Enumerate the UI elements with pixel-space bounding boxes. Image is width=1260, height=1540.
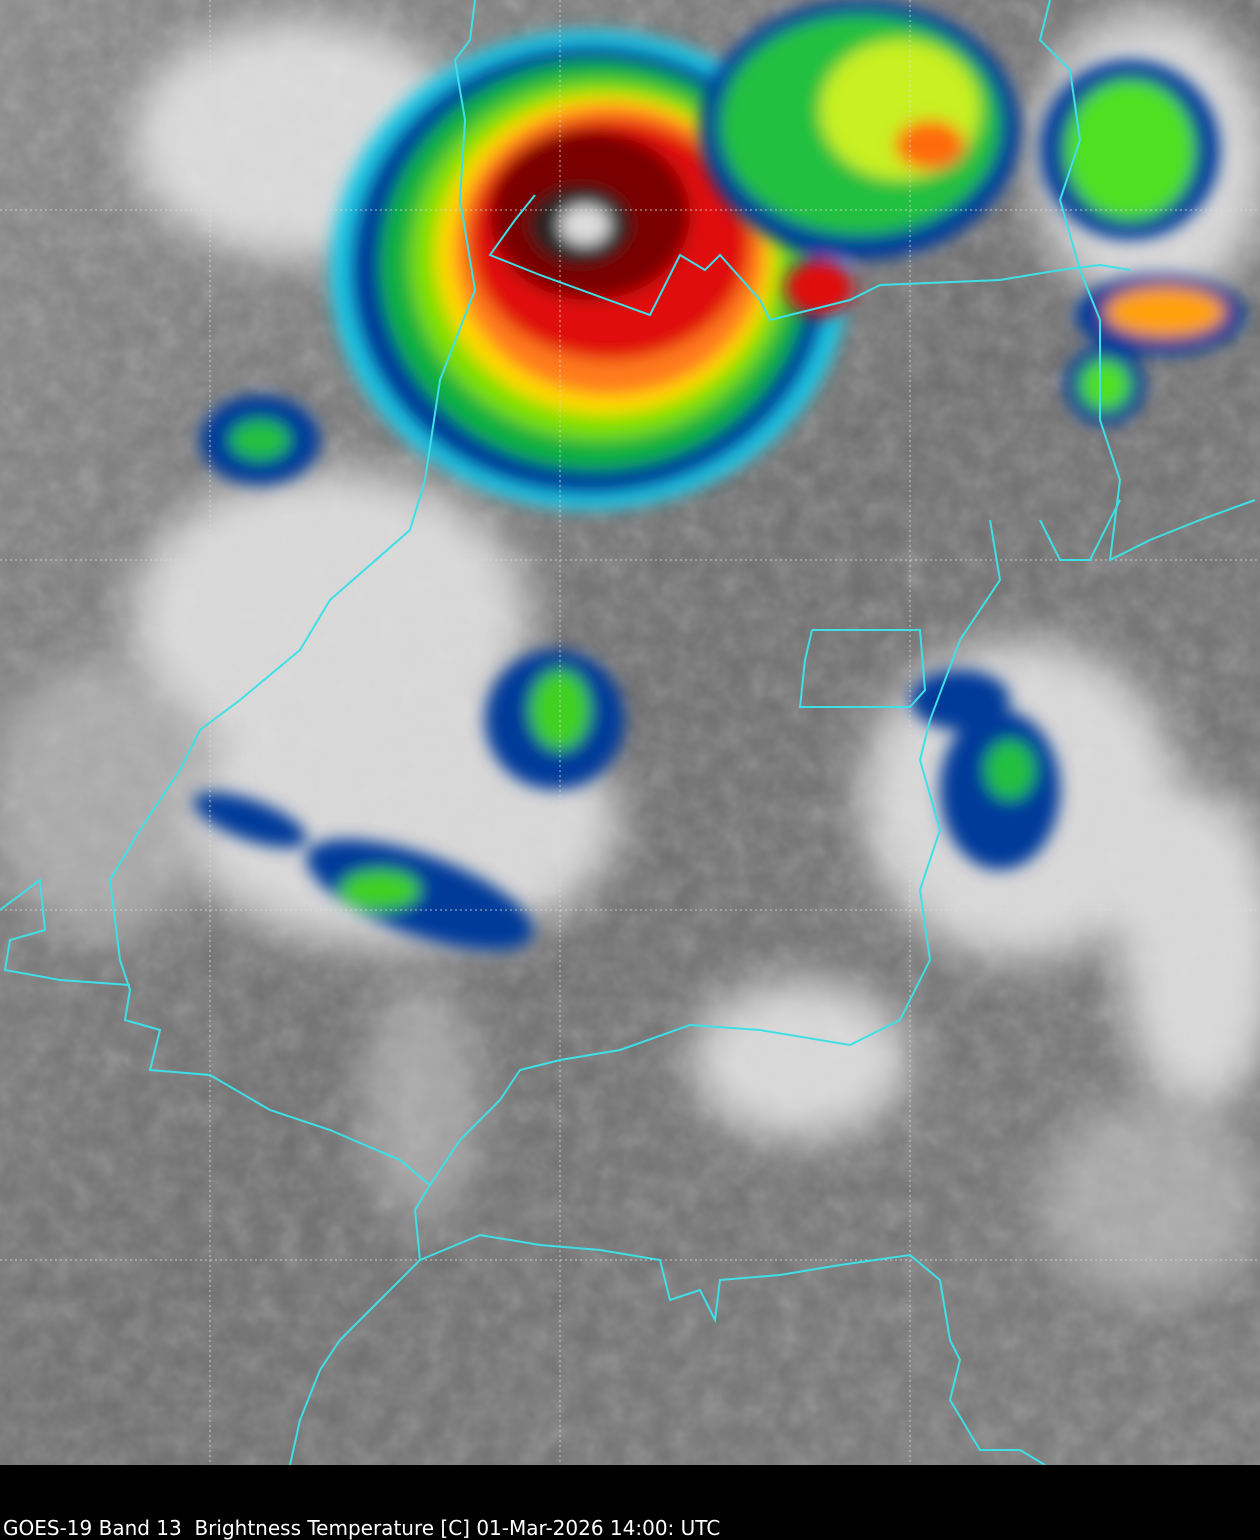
border bbox=[0, 878, 131, 986]
border bbox=[798, 629, 927, 708]
borders bbox=[0, 0, 1256, 1466]
imagery bbox=[0, 0, 1260, 1465]
caption-bar bbox=[0, 1465, 1260, 1540]
border bbox=[488, 194, 1131, 322]
border bbox=[419, 1233, 1046, 1466]
border bbox=[108, 0, 477, 1466]
border bbox=[1039, 499, 1121, 561]
border bbox=[1038, 0, 1256, 562]
border bbox=[429, 519, 1002, 1186]
caption: GOES-19 Band 13 Brightness Temperature [… bbox=[3, 1516, 720, 1540]
lat-lon-grid bbox=[0, 0, 1260, 1465]
